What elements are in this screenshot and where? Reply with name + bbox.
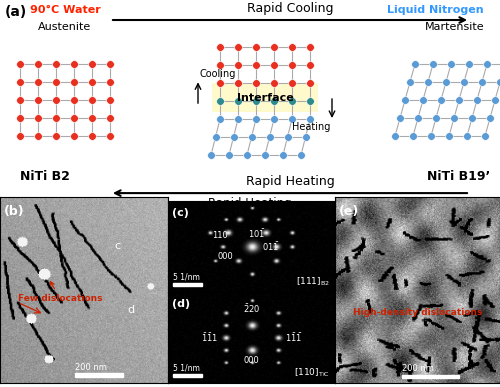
Text: Rapid Cooling: Rapid Cooling <box>247 2 333 15</box>
Text: Rapid Heating: Rapid Heating <box>208 197 292 210</box>
Text: d: d <box>128 305 135 315</box>
Text: 10$\bar{1}$: 10$\bar{1}$ <box>248 227 266 240</box>
Text: 90°C Water: 90°C Water <box>30 5 101 15</box>
Text: (c): (c) <box>172 208 188 218</box>
Text: Rapid Heating: Rapid Heating <box>246 175 334 188</box>
Text: Cooling: Cooling <box>200 68 236 79</box>
Text: (e): (e) <box>339 205 359 218</box>
Text: (a): (a) <box>5 5 27 19</box>
Text: 000: 000 <box>244 356 259 365</box>
Text: High-density dislocations: High-density dislocations <box>353 308 482 317</box>
Text: Martensite: Martensite <box>425 22 485 32</box>
Bar <box>212 83 318 112</box>
Text: $1\bar{1}\bar{1}$: $1\bar{1}\bar{1}$ <box>285 331 302 344</box>
Text: Liquid Nitrogen: Liquid Nitrogen <box>386 5 484 15</box>
Text: 01$\bar{1}$: 01$\bar{1}$ <box>262 240 279 253</box>
Text: 5 1/nm: 5 1/nm <box>172 363 200 372</box>
Text: [110]$_{\rm TiC}$: [110]$_{\rm TiC}$ <box>294 366 330 379</box>
Text: 5 1/nm: 5 1/nm <box>172 272 200 281</box>
Bar <box>172 374 202 377</box>
Text: 110: 110 <box>212 231 228 240</box>
Text: c: c <box>114 241 120 251</box>
Bar <box>402 375 459 378</box>
Text: [111]$_{\rm B2}$: [111]$_{\rm B2}$ <box>296 276 330 288</box>
Bar <box>172 283 202 286</box>
Text: 000: 000 <box>217 252 233 262</box>
Text: NiTi B2: NiTi B2 <box>20 170 70 183</box>
Text: 200 nm: 200 nm <box>75 363 107 372</box>
Text: (b): (b) <box>4 205 24 218</box>
Text: $\bar{1}\bar{1}1$: $\bar{1}\bar{1}1$ <box>200 331 218 344</box>
Bar <box>75 373 124 377</box>
Text: Heating: Heating <box>292 122 330 132</box>
Text: 200 nm: 200 nm <box>402 365 434 373</box>
Text: $\bar{2}$20: $\bar{2}$20 <box>242 302 260 315</box>
Text: (d): (d) <box>172 299 190 309</box>
Text: NiTi B19’: NiTi B19’ <box>427 170 490 183</box>
Text: Interface: Interface <box>236 93 294 103</box>
Text: Austenite: Austenite <box>38 22 92 32</box>
Text: Few dislocations: Few dislocations <box>18 282 102 303</box>
